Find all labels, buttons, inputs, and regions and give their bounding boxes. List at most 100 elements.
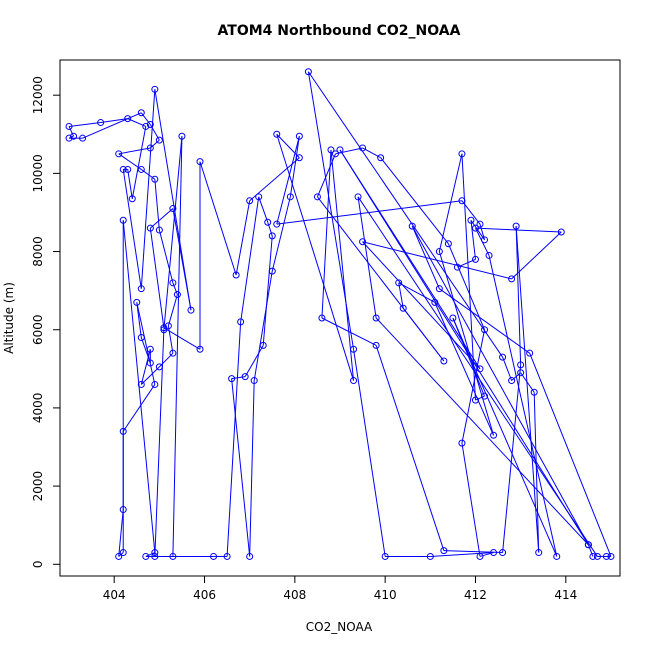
data-point (512, 222, 520, 230)
data-point (246, 197, 254, 205)
y-tick-label: 8000 (31, 236, 45, 267)
data-point (250, 377, 258, 385)
data-point (97, 119, 105, 127)
series-segment (452, 317, 485, 397)
series-segment (231, 376, 246, 380)
data-point (196, 158, 204, 166)
data-point (471, 255, 479, 263)
series-segment (226, 321, 242, 557)
data-point (399, 304, 407, 312)
series-segment (140, 89, 156, 289)
data-point (449, 314, 457, 322)
series-segment (511, 372, 521, 381)
data-point (354, 193, 362, 201)
data-point (169, 552, 177, 560)
data-point (395, 279, 403, 287)
data-point (142, 122, 150, 130)
data-point (458, 197, 466, 205)
series-segment (339, 149, 589, 545)
data-point (70, 132, 78, 140)
data-point (178, 132, 186, 140)
series-segment (461, 329, 486, 444)
data-point (155, 226, 163, 234)
data-point (593, 552, 601, 560)
data-point (499, 353, 507, 361)
data-point (155, 363, 163, 371)
data-point (453, 263, 461, 271)
series-segment (276, 200, 462, 225)
data-point (359, 144, 367, 152)
y-tick-label: 2000 (31, 471, 45, 502)
series-segment (140, 349, 151, 385)
series-segment (398, 282, 404, 309)
data-point (426, 552, 434, 560)
series-segment (235, 200, 251, 276)
series-segment (122, 169, 142, 289)
data-point (146, 224, 154, 232)
data-point (119, 165, 127, 173)
data-point (602, 552, 610, 560)
series-segment (276, 133, 300, 159)
series-segment (317, 196, 445, 362)
series-segment (447, 243, 485, 330)
series-segment (488, 255, 558, 557)
data-point (589, 552, 597, 560)
series-segment (380, 157, 449, 245)
data-point (471, 224, 479, 232)
series-segment (158, 229, 174, 283)
data-point (146, 345, 154, 353)
x-tick-label: 406 (193, 588, 216, 602)
data-point (408, 222, 416, 230)
series-segment (353, 349, 386, 557)
series-segment (127, 169, 133, 199)
data-point (508, 377, 516, 385)
series-segment (136, 302, 156, 385)
series-segment (163, 136, 183, 330)
data-point (232, 271, 240, 279)
series-segment (131, 126, 147, 199)
data-point (169, 279, 177, 287)
series-segment (511, 231, 562, 280)
data-point (268, 232, 276, 240)
data-point (124, 165, 132, 173)
series-points (65, 68, 615, 560)
series-segment (172, 136, 183, 557)
data-point (481, 326, 489, 334)
x-tick-label: 404 (103, 588, 126, 602)
series-segment (439, 288, 530, 354)
data-point (476, 365, 484, 373)
series-segment (154, 89, 192, 311)
series-segment (470, 220, 476, 260)
data-point (119, 427, 127, 435)
series-segment (276, 136, 300, 225)
data-point (372, 341, 380, 349)
series-segment (267, 222, 273, 237)
y-tick-label: 4000 (31, 393, 45, 424)
data-point (381, 552, 389, 560)
series-segment (533, 392, 540, 553)
series-segment (479, 552, 494, 557)
series-segment (262, 235, 273, 346)
data-point (440, 547, 448, 555)
data-point (79, 134, 87, 142)
data-point (304, 68, 312, 76)
data-point (481, 236, 489, 244)
data-point (481, 392, 489, 400)
series-segment (249, 380, 255, 557)
data-point (431, 298, 439, 306)
series-segment (430, 552, 494, 557)
series-segment (163, 327, 201, 350)
data-point (607, 552, 615, 560)
data-point (228, 375, 236, 383)
data-point (490, 431, 498, 439)
data-point (273, 220, 281, 228)
series-segment (68, 122, 101, 127)
data-point (173, 291, 181, 299)
data-point (440, 357, 448, 365)
data-point (169, 205, 177, 213)
series-segment (515, 226, 540, 553)
data-point (137, 109, 145, 117)
data-point (526, 349, 534, 357)
data-point (435, 248, 443, 256)
